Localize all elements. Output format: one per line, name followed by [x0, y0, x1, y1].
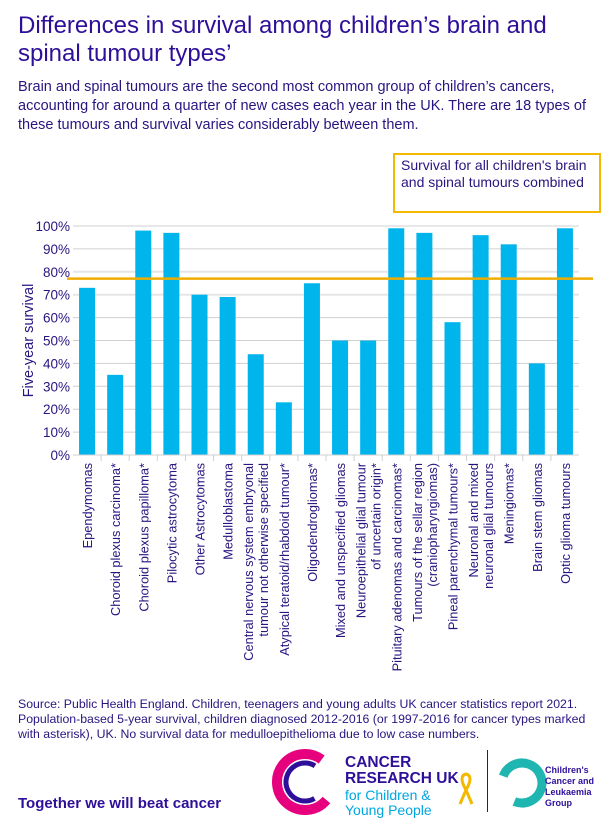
- x-tick-label: Optic glioma tumours: [558, 463, 573, 584]
- bar: [135, 230, 152, 455]
- cclg-logo-text: Children's Cancer and Leukaemia Group: [545, 765, 595, 808]
- bar-chart: 0% 10% 20% 30% 40% 50% 60% 70% 80% 90% 100% Five-ye…: [21, 219, 593, 671]
- y-tick-label: 20%: [43, 402, 70, 417]
- bar: [191, 294, 208, 455]
- x-tick-label: of uncertain origin*: [369, 463, 384, 570]
- bar: [79, 287, 96, 455]
- x-tick-label: Neuronal and mixed: [466, 463, 481, 578]
- bar: [472, 235, 489, 455]
- cruk-logo-subtext: for Children & Young People: [345, 787, 432, 818]
- source-note: Source: Public Health England. Children,…: [18, 697, 586, 741]
- page-title: Differences in survival among children’s…: [18, 12, 547, 67]
- reference-annotation: Survival for all children's brain and sp…: [393, 153, 601, 213]
- x-tick-label: Mixed and unspecified gliomas: [333, 463, 348, 638]
- y-axis-label: Five-year survival: [21, 284, 37, 398]
- bar: [303, 283, 320, 455]
- x-tick-label: Meningiomas*: [502, 463, 517, 544]
- y-tick-label: 10%: [43, 425, 70, 440]
- x-tick-label: Brain stem gliomas: [530, 463, 545, 572]
- y-tick-label: 40%: [43, 356, 70, 371]
- x-tick-label: Atypical teratoid/rhabdoid tumour*: [277, 463, 292, 656]
- cruk-c-icon: [272, 749, 339, 815]
- x-tick-label: Ependymomas: [80, 463, 95, 548]
- y-tick-label: 0%: [50, 448, 70, 463]
- x-tick-label: neuronal glial tumours: [481, 463, 496, 589]
- x-tick-label: Medulloblastoma: [221, 462, 236, 560]
- bar: [219, 296, 236, 455]
- subtitle: Brain and spinal tumours are the second …: [18, 79, 586, 133]
- x-tick-label: Tumours of the sellar region: [410, 463, 425, 622]
- bar: [275, 402, 292, 455]
- y-tick-label: 50%: [43, 334, 70, 349]
- x-tick-label: Other Astrocytomas: [193, 463, 208, 575]
- x-tick-label: Oligodendrogliomas*: [305, 463, 320, 582]
- tagline: Together we will beat cancer: [18, 795, 222, 812]
- y-tick-label: 70%: [43, 288, 70, 303]
- x-tick-label: (craniopharyngiomas): [425, 463, 440, 587]
- x-tick-label: Pituitary adenomas and carcinomas*: [389, 463, 404, 671]
- bar: [388, 228, 405, 455]
- bar: [416, 232, 433, 455]
- x-tick-label: Choroid plexus carcinoma*: [108, 463, 123, 616]
- logo-divider: [487, 750, 488, 812]
- x-tick-label: Pilocytic astrocytoma: [164, 462, 179, 583]
- bar: [247, 354, 264, 455]
- bar: [107, 374, 124, 455]
- cclg-logo-icon: [497, 758, 547, 808]
- bar: [360, 340, 377, 455]
- x-tick-label: Pineal parenchymal tumours*: [446, 463, 461, 630]
- x-tick-label: Choroid plexus papilloma*: [136, 463, 151, 612]
- bar: [444, 322, 461, 455]
- x-tick-label: Neuroepithelial glial tumour: [354, 462, 369, 618]
- y-tick-label: 90%: [43, 242, 70, 257]
- x-tick-label: tumour not otherwise specified: [256, 463, 271, 637]
- y-tick-label: 60%: [43, 311, 70, 326]
- bar: [556, 228, 573, 455]
- bar: [332, 340, 349, 455]
- x-tick-label: Central nervous system embryonal: [241, 463, 256, 661]
- y-tick-label: 30%: [43, 379, 70, 394]
- bar: [163, 232, 180, 455]
- bar: [528, 363, 545, 455]
- y-tick-label: 100%: [35, 219, 70, 234]
- cruk-logo-text: CANCER RESEARCH UK: [345, 754, 459, 787]
- y-tick-label: 80%: [43, 265, 70, 280]
- bar: [500, 244, 517, 455]
